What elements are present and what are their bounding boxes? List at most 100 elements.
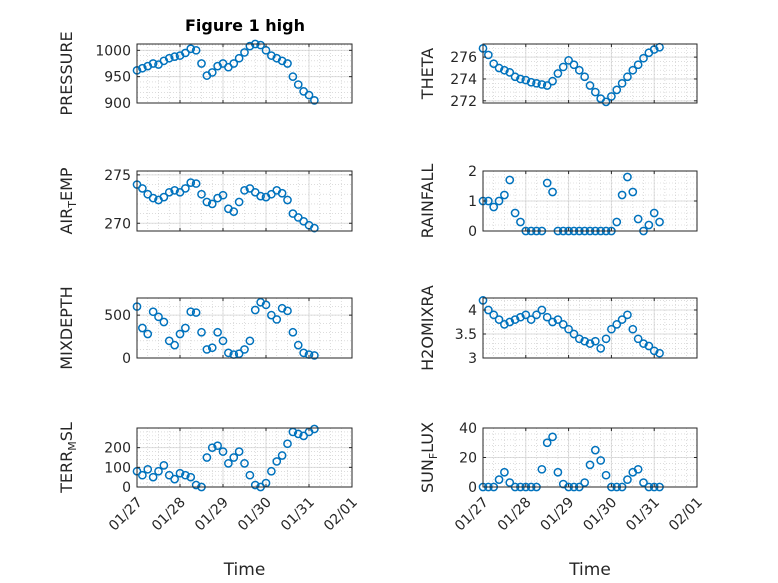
y-tick-label: 500 <box>104 308 131 324</box>
data-point <box>299 348 308 358</box>
axes-box <box>136 427 353 488</box>
data-point <box>516 312 525 322</box>
data-point <box>207 68 217 77</box>
data-point <box>553 69 563 78</box>
data-point <box>148 472 158 482</box>
subplot-air-temp: 270 275 AIRTEMP <box>57 167 353 235</box>
axes-box <box>482 297 698 359</box>
data-point <box>175 468 185 478</box>
data-point <box>293 340 303 350</box>
data-point <box>202 453 212 462</box>
data-point <box>159 461 169 470</box>
data-point <box>202 345 212 354</box>
data-point <box>159 317 169 327</box>
data-point <box>601 334 611 344</box>
y-tick-label: 3 <box>468 351 477 367</box>
data-point <box>526 77 536 87</box>
axes-box <box>482 43 698 104</box>
data-point <box>516 217 525 227</box>
data-point <box>580 478 590 487</box>
data-point <box>283 59 292 68</box>
y-axis-label: AIRTEMP <box>57 167 79 234</box>
data-point <box>138 184 147 193</box>
y-axis-label: THETA <box>418 48 437 100</box>
data-point <box>607 324 616 334</box>
data-point <box>138 323 147 333</box>
y-tick-label: 275 <box>104 168 131 184</box>
data-point <box>186 472 196 482</box>
data-point <box>272 457 282 466</box>
data-point <box>213 441 222 451</box>
y-tick-label: 900 <box>104 96 131 112</box>
data-point <box>218 190 228 200</box>
data-point <box>558 320 568 329</box>
data-point <box>240 186 249 195</box>
data-point <box>537 464 547 474</box>
data-point <box>154 312 163 322</box>
data-point <box>639 339 648 348</box>
data-point <box>542 81 552 90</box>
data-point <box>510 315 520 324</box>
data-point <box>272 315 282 324</box>
data-point <box>569 60 579 70</box>
data-point <box>526 315 536 324</box>
data-point <box>143 329 153 339</box>
data-point <box>159 192 169 202</box>
data-point <box>591 336 600 346</box>
data-point <box>283 439 292 449</box>
data-point <box>505 478 515 487</box>
data-point <box>148 193 158 203</box>
data-point <box>569 329 579 339</box>
y-tick-label: 950 <box>104 70 131 86</box>
data-point <box>623 310 632 320</box>
y-tick-label: 274 <box>450 72 477 88</box>
data-point <box>500 320 509 329</box>
data-point <box>250 305 260 315</box>
subplot-h2omixra: 3 3.5 4 H2OMIXRA <box>418 285 698 371</box>
data-point <box>148 59 158 68</box>
subplot-theta: 272 274 276 THETA <box>418 42 698 110</box>
data-point <box>617 315 627 324</box>
data-point <box>628 187 638 197</box>
data-point <box>516 74 525 84</box>
data-point <box>234 349 244 359</box>
y-axis-label: RAINFALL <box>418 164 437 239</box>
data-point <box>537 80 547 89</box>
data-point <box>628 324 638 334</box>
data-point <box>548 76 557 86</box>
data-point <box>548 432 557 442</box>
data-point <box>181 184 190 193</box>
y-tick-label: 200 <box>104 441 131 457</box>
data-point <box>548 187 557 197</box>
data-point <box>181 48 190 58</box>
data-point <box>505 68 515 77</box>
data-point <box>191 480 201 490</box>
data-point <box>164 336 174 346</box>
y-tick-label: 4 <box>468 303 477 319</box>
data-point <box>250 480 260 490</box>
data-point <box>537 305 547 315</box>
y-tick-label: 20 <box>459 451 477 467</box>
y-tick-label: 276 <box>450 50 477 66</box>
data-point <box>170 186 179 195</box>
y-axis-label: PRESSURE <box>57 31 76 115</box>
y-tick-label: 0 <box>122 351 131 367</box>
data-point <box>542 178 552 188</box>
data-point <box>649 346 659 356</box>
data-point <box>170 340 179 350</box>
data-point <box>510 208 520 218</box>
data-point <box>256 191 265 201</box>
data-point <box>500 190 509 200</box>
y-tick-label: 1 <box>468 194 477 210</box>
data-point <box>585 81 595 90</box>
data-point <box>623 72 632 82</box>
data-point <box>655 348 664 358</box>
x-axis-label: Time <box>568 560 611 580</box>
data-point <box>585 339 595 348</box>
data-point <box>234 53 244 63</box>
data-point <box>310 351 319 360</box>
data-point <box>489 59 499 69</box>
y-axis-label: TERRMSL <box>57 422 79 494</box>
axes-box <box>136 43 353 104</box>
